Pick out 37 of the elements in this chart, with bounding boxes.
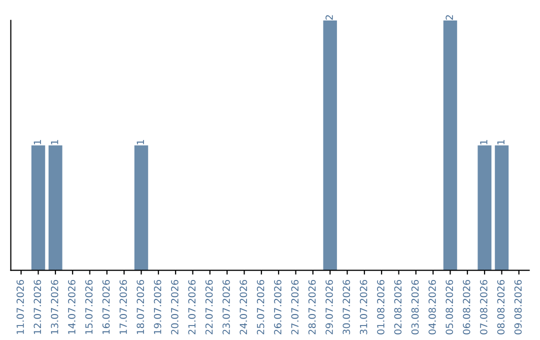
x-tick-label: 23.07.2026 (222, 280, 230, 334)
x-tick-label: 01.08.2026 (377, 280, 384, 334)
x-tick-label: 08.08.2026 (497, 280, 505, 334)
x-tick-label: 22.07.2026 (205, 280, 213, 334)
x-tick-label: 27.07.2026 (291, 280, 299, 334)
x-tick-label: 06.08.2026 (462, 280, 470, 334)
x-tick-label: 16.07.2026 (102, 280, 110, 334)
x-tick-label: 19.07.2026 (154, 280, 162, 334)
x-tick-label: 18.07.2026 (136, 280, 144, 334)
x-tick-label: 15.07.2026 (85, 280, 93, 334)
x-tick-label: 14.07.2026 (68, 280, 76, 334)
data-label: 1 (34, 140, 41, 144)
x-tick-label: 17.07.2026 (120, 280, 127, 334)
data-label: 1 (51, 140, 58, 144)
data-label: 1 (480, 140, 488, 144)
x-tick-label: 25.07.2026 (256, 280, 264, 334)
x-tick-label: 20.07.2026 (171, 280, 178, 334)
data-label: 2 (446, 15, 453, 20)
x-tick-label: 24.07.2026 (240, 280, 248, 334)
data-label: 1 (136, 140, 144, 144)
x-tick-label: 02.08.2026 (394, 280, 402, 334)
x-tick-label: 03.08.2026 (411, 280, 419, 334)
x-tick-label: 31.07.2026 (360, 280, 368, 334)
x-tick-label: 12.07.2026 (34, 280, 42, 334)
x-tick-label: 28.07.2026 (308, 280, 316, 334)
x-tick-label: 07.08.2026 (480, 280, 488, 334)
x-tick-label: 30.07.2026 (342, 280, 350, 334)
x-tick-label: 11.07.2026 (16, 280, 24, 334)
data-label: 1 (497, 140, 504, 144)
x-tick-label: 09.08.2026 (514, 280, 522, 334)
x-tick-label: 05.08.2026 (446, 280, 454, 334)
x-tick-label: 29.07.2026 (326, 280, 333, 334)
x-tick-label: 26.07.2026 (274, 280, 282, 334)
data-label: 2 (326, 15, 333, 20)
x-tick-label: 13.07.2026 (50, 280, 58, 334)
x-tick-label: 21.07.2026 (188, 280, 196, 334)
x-tick-label: 04.08.2026 (428, 280, 436, 334)
